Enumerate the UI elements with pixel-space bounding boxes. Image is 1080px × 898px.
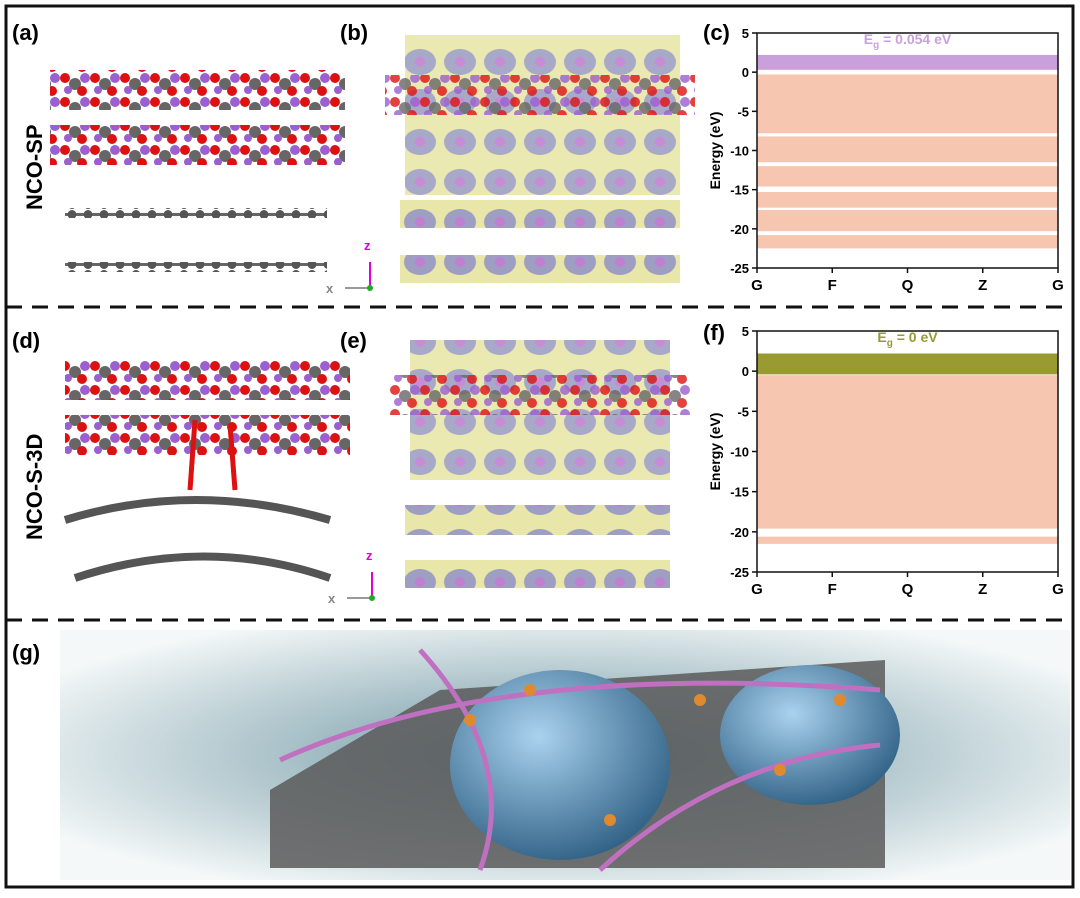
axis-letter: x	[328, 591, 336, 606]
y-axis-label: Energy (eV)	[707, 413, 723, 491]
panel-label: (a)	[12, 20, 39, 45]
x-tick-label: G	[1052, 581, 1064, 598]
row-label: NCO-S-3D	[22, 434, 47, 540]
y-tick-label: -25	[730, 565, 749, 580]
band	[757, 210, 1058, 232]
axis-letter: z	[366, 548, 373, 563]
row-label: NCO-SP	[22, 124, 47, 210]
x-tick-label: G	[751, 581, 763, 598]
band	[757, 536, 1058, 544]
y-tick-label: 5	[742, 324, 749, 339]
y-tick-label: -15	[730, 183, 749, 198]
gap-text: = 0 eV	[893, 329, 938, 345]
band	[757, 136, 1058, 163]
structure-a	[50, 70, 345, 272]
y-tick-label: 5	[742, 26, 749, 41]
band	[757, 166, 1058, 187]
panel-label: (e)	[340, 328, 367, 353]
axis-letter: x	[326, 281, 334, 296]
axes-icon: z x z x	[326, 238, 375, 606]
panel-label: (c)	[703, 20, 730, 45]
structure-e	[390, 340, 690, 588]
gap-symbol: E	[877, 329, 886, 345]
y-axis-label: Energy (eV)	[707, 112, 723, 190]
frame	[4, 4, 1075, 889]
x-tick-label: G	[751, 277, 763, 294]
gap-label: Eg = 0.054 eV	[864, 31, 952, 51]
panel-label: (d)	[12, 328, 40, 353]
y-tick-label: -20	[730, 222, 749, 237]
band	[757, 353, 1058, 375]
y-tick-label: -25	[730, 261, 749, 276]
y-tick-label: -10	[730, 445, 749, 460]
panel-label: (f)	[703, 320, 725, 345]
panel-label: (g)	[12, 640, 40, 665]
axis-letter: z	[364, 238, 371, 253]
gap-text: = 0.054 eV	[879, 31, 952, 47]
y-tick-label: 0	[742, 65, 749, 80]
band	[757, 54, 1058, 70]
band	[757, 375, 1058, 529]
y-tick-label: -5	[737, 404, 749, 419]
panel-label: (b)	[340, 20, 368, 45]
x-tick-label: Z	[978, 581, 987, 598]
band	[757, 74, 1058, 134]
x-tick-label: Z	[978, 277, 987, 294]
x-tick-label: Q	[902, 277, 914, 294]
y-tick-label: -5	[737, 104, 749, 119]
y-tick-label: -20	[730, 525, 749, 540]
x-tick-label: F	[828, 277, 837, 294]
x-tick-label: Q	[902, 581, 914, 598]
gap-symbol: E	[864, 31, 873, 47]
y-tick-label: 0	[742, 364, 749, 379]
band	[757, 235, 1058, 249]
illustration-g	[60, 630, 1070, 880]
structure-b	[385, 35, 695, 283]
structure-d	[63, 360, 350, 582]
y-tick-label: -15	[730, 485, 749, 500]
gap-subscript: g	[887, 338, 893, 349]
y-tick-label: -10	[730, 144, 749, 159]
gap-label: Eg = 0 eV	[877, 329, 938, 349]
band	[757, 192, 1058, 208]
gap-subscript: g	[873, 40, 879, 51]
x-tick-label: G	[1052, 277, 1064, 294]
x-tick-label: F	[828, 581, 837, 598]
